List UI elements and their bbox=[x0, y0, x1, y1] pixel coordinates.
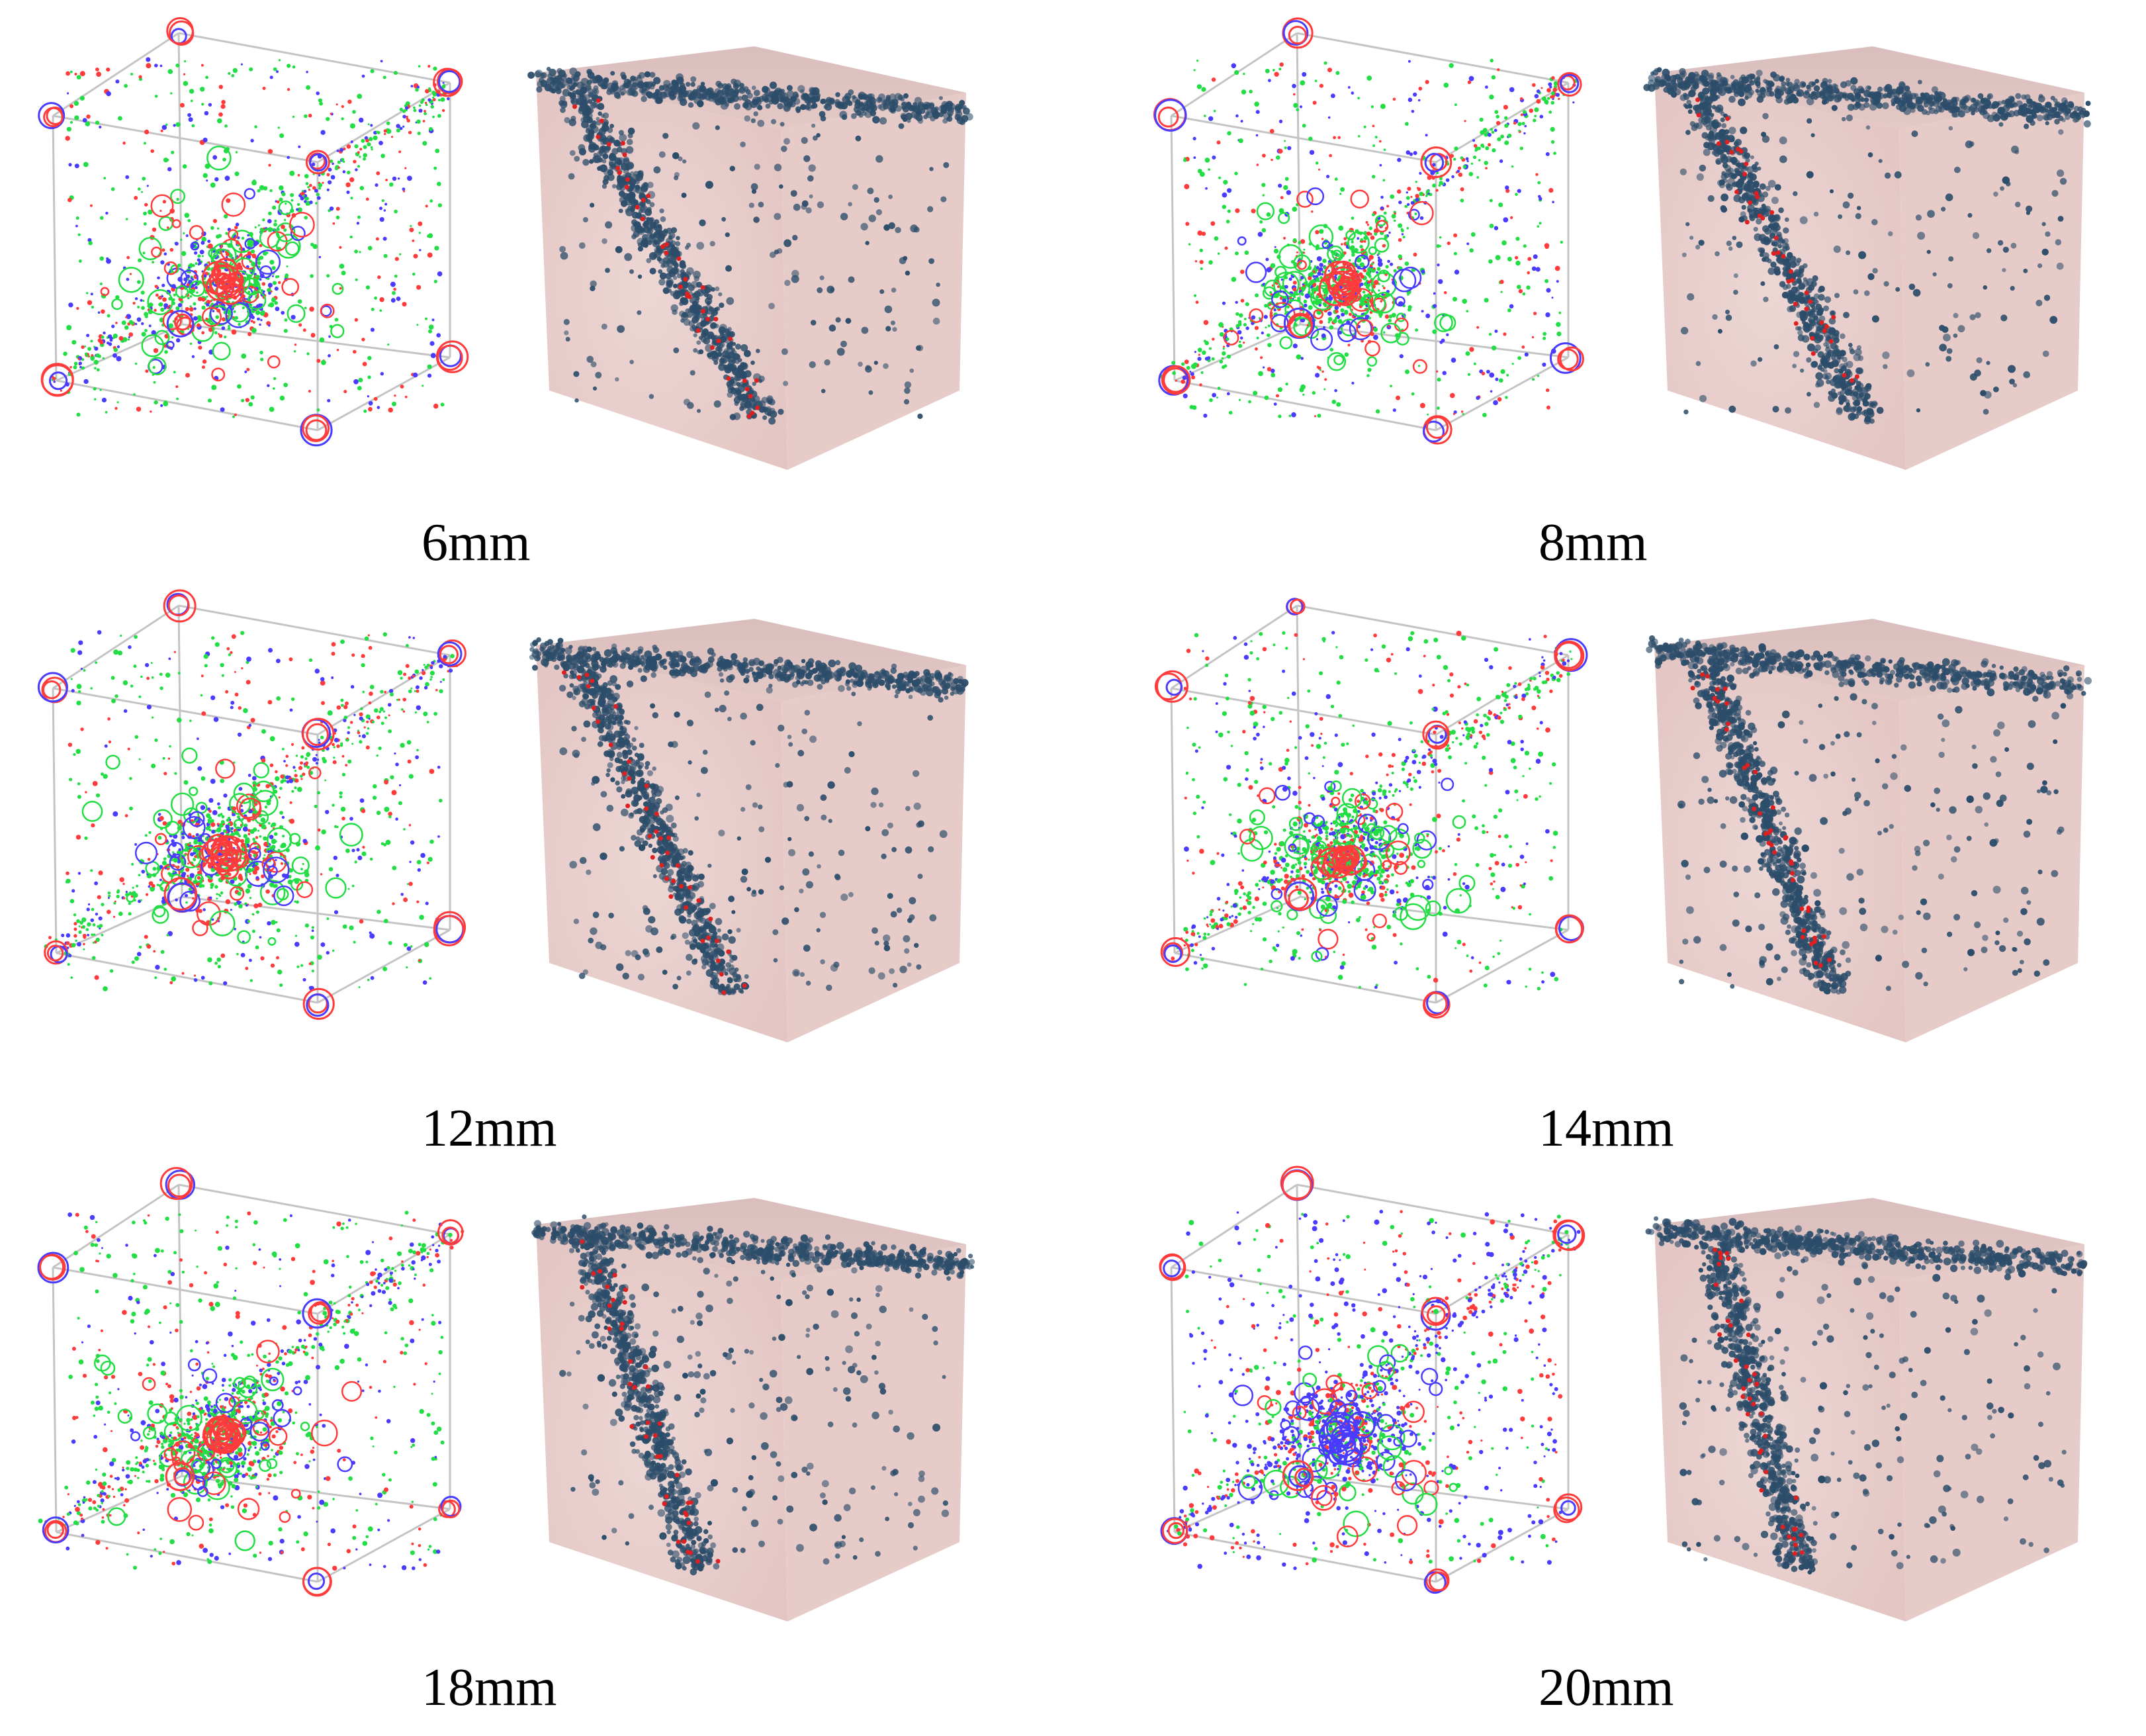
cluster-particles bbox=[1645, 1216, 2088, 1575]
cluster-render-cube-12mm bbox=[529, 619, 969, 1042]
panel-label-14mm: 14mm bbox=[1539, 1099, 1674, 1158]
defect-scatter-cube-18mm bbox=[37, 1167, 465, 1597]
cluster-particles bbox=[531, 1214, 975, 1576]
defect-scatter-cube-20mm bbox=[1159, 1165, 1586, 1594]
defect-scatter-cube-6mm bbox=[38, 17, 469, 447]
defect-points bbox=[1171, 631, 1573, 991]
cluster-render-cube-18mm bbox=[531, 1198, 975, 1622]
cube-wireframe-edges bbox=[1170, 32, 1570, 432]
panel-label-20mm: 20mm bbox=[1539, 1659, 1674, 1717]
defect-rings bbox=[38, 17, 469, 447]
cluster-particles bbox=[1643, 67, 2091, 425]
defect-rings bbox=[1154, 598, 1588, 1019]
cluster-particles bbox=[1646, 635, 2092, 995]
solid-side-face bbox=[1899, 1244, 2084, 1622]
cluster-render-cube-8mm bbox=[1643, 46, 2091, 470]
defect-rings bbox=[37, 1167, 464, 1597]
defect-rings bbox=[1159, 1165, 1586, 1594]
solid-side-face bbox=[781, 665, 966, 1042]
solid-side-face bbox=[1899, 93, 2084, 470]
cluster-render-cube-20mm bbox=[1645, 1198, 2088, 1622]
cube-wireframe-edges bbox=[1170, 1183, 1570, 1583]
solid-side-face bbox=[781, 1244, 966, 1622]
cluster-particles bbox=[529, 637, 969, 996]
cube-wireframe-edges bbox=[52, 32, 451, 432]
panel-label-12mm: 12mm bbox=[422, 1099, 557, 1158]
panel-label-18mm: 18mm bbox=[422, 1659, 557, 1717]
cluster-particles bbox=[527, 67, 973, 425]
cube-wireframe-edges bbox=[52, 1183, 451, 1583]
solid-side-face bbox=[1899, 665, 2084, 1042]
defect-rings bbox=[37, 589, 467, 1020]
panel-label-8mm: 8mm bbox=[1539, 514, 1648, 572]
cluster-render-cube-6mm bbox=[527, 46, 973, 470]
defect-rings bbox=[1153, 17, 1584, 445]
defect-points bbox=[51, 57, 450, 418]
defect-scatter-cube-14mm bbox=[1154, 598, 1588, 1019]
defect-scatter-cube-8mm bbox=[1153, 17, 1584, 445]
cluster-render-cube-14mm bbox=[1646, 619, 2092, 1042]
solid-side-face bbox=[781, 93, 966, 470]
panel-label-6mm: 6mm bbox=[422, 514, 531, 572]
defect-scatter-cube-12mm bbox=[37, 589, 467, 1020]
solid-front-face bbox=[1654, 1224, 1906, 1622]
defect-points bbox=[44, 630, 459, 991]
defect-points bbox=[1159, 58, 1578, 418]
